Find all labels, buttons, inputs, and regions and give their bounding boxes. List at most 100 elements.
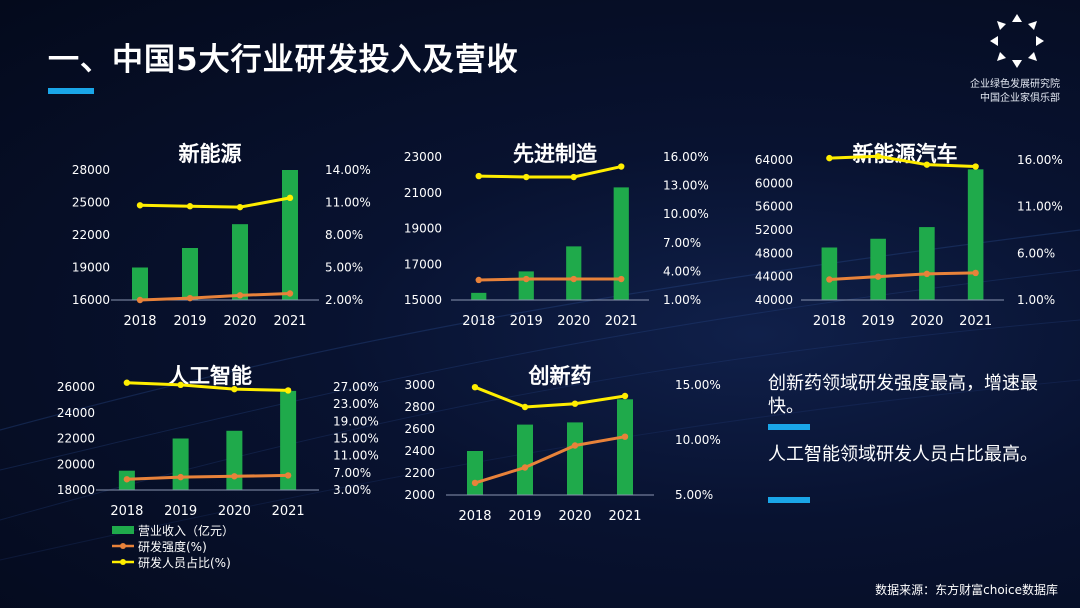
bar-2019 bbox=[182, 248, 198, 300]
x-tick-label-2018: 2018 bbox=[458, 509, 491, 524]
organization-line2: 中国企业家俱乐部 bbox=[980, 93, 1060, 104]
y-tick-label: 21000 bbox=[404, 186, 442, 200]
y-tick-label: 44000 bbox=[755, 270, 793, 284]
rd-staff-share-line bbox=[126, 381, 289, 392]
rd-staff-share-point-2021 bbox=[284, 387, 292, 394]
rd-intensity-point-2019 bbox=[523, 275, 530, 283]
rd-intensity-point-2021 bbox=[972, 269, 979, 277]
x-tick-label-2021: 2021 bbox=[608, 509, 641, 524]
chart-innovative-drugs: 创新药 2000 2200 2400 2600 2800 3000 5.00% 10.00% 15… bbox=[404, 364, 721, 524]
rd-staff-share-point-2018 bbox=[136, 202, 144, 209]
rd-intensity-point-2020 bbox=[570, 275, 577, 283]
legend-swatch-rd-staff bbox=[112, 559, 134, 565]
rd-intensity-point-2020 bbox=[571, 442, 579, 449]
y2-tick-label: 4.00% bbox=[663, 264, 701, 278]
y2-tick-label: 6.00% bbox=[1017, 246, 1055, 260]
y-tick-label: 26000 bbox=[57, 380, 95, 394]
rd-staff-share-point-2018 bbox=[475, 172, 482, 180]
page-title: 一、中国5大行业研发投入及营收 bbox=[48, 42, 519, 78]
y2-tick-label: 5.00% bbox=[325, 261, 363, 275]
rd-intensity-point-2021 bbox=[284, 472, 292, 479]
rd-intensity-point-2020 bbox=[231, 473, 238, 480]
rd-staff-share-line bbox=[139, 196, 291, 209]
rd-intensity-line bbox=[474, 435, 626, 485]
rd-intensity-line bbox=[126, 473, 289, 481]
y-tick-label: 17000 bbox=[404, 257, 442, 271]
rd-intensity-point-2018 bbox=[475, 276, 482, 284]
y2-tick-label: 10.00% bbox=[675, 433, 721, 447]
y-tick-label: 28000 bbox=[72, 163, 110, 177]
rd-staff-share-point-2019 bbox=[521, 403, 529, 411]
rd-intensity-point-2019 bbox=[177, 473, 184, 481]
y2-tick-label: 13.00% bbox=[663, 179, 709, 193]
x-tick-label-2018: 2018 bbox=[123, 314, 156, 329]
rd-staff-share-line bbox=[829, 154, 976, 169]
bar-2019 bbox=[518, 271, 534, 300]
y2-tick-label: 5.00% bbox=[675, 488, 713, 502]
legend-swatch-revenue bbox=[112, 526, 134, 534]
rd-intensity-point-2019 bbox=[874, 273, 882, 280]
logo-icon bbox=[990, 14, 1044, 68]
bar-2021 bbox=[280, 390, 297, 490]
bar-2020 bbox=[567, 422, 583, 495]
note-innovative-drugs: 创新药领域研发强度最高，增速最快。 bbox=[768, 373, 1038, 417]
rd-intensity-point-2020 bbox=[236, 292, 244, 299]
y2-tick-label: 14.00% bbox=[325, 163, 371, 177]
rd-intensity-point-2021 bbox=[286, 290, 294, 297]
y-tick-label: 56000 bbox=[755, 200, 793, 214]
chart-title: 先进制造 bbox=[513, 142, 598, 166]
y2-tick-label: 10.00% bbox=[663, 207, 709, 221]
y2-tick-label: 27.00% bbox=[333, 380, 379, 394]
chart-artificial-intelligence: 人工智能18000200002200024000260003.00%7.00%1… bbox=[57, 364, 379, 519]
organization-name: 企业绿色发展研究院 中国企业家俱乐部 bbox=[970, 78, 1060, 106]
y2-tick-label: 15.00% bbox=[333, 432, 379, 446]
x-tick-label-2018: 2018 bbox=[110, 504, 143, 519]
y-tick-label: 60000 bbox=[755, 176, 793, 190]
rd-intensity-point-2018 bbox=[826, 276, 833, 283]
y2-tick-label: 2.00% bbox=[325, 293, 363, 307]
x-tick-label-2021: 2021 bbox=[273, 314, 306, 329]
x-tick-label-2021: 2021 bbox=[272, 504, 305, 519]
bar-2021 bbox=[617, 399, 633, 495]
organization-line1: 企业绿色发展研究院 bbox=[970, 79, 1060, 90]
rd-intensity-point-2021 bbox=[618, 275, 625, 283]
x-tick-label-2019: 2019 bbox=[510, 314, 543, 329]
x-tick-label-2019: 2019 bbox=[164, 504, 197, 519]
bar-2020 bbox=[919, 227, 935, 300]
rd-staff-share-point-2021 bbox=[621, 392, 629, 400]
rd-staff-share-point-2020 bbox=[570, 173, 577, 181]
y-tick-label: 40000 bbox=[755, 293, 793, 307]
rd-intensity-line bbox=[478, 277, 622, 282]
y-tick-label: 52000 bbox=[755, 223, 793, 237]
rd-staff-share-point-2019 bbox=[523, 173, 530, 181]
chart-advanced-manufacturing: 先进制造 15000 17000 19000 21000 23000 1.00% 4.00% 7… bbox=[404, 142, 709, 329]
bar-2021 bbox=[613, 187, 629, 300]
chart-new-energy: 新能源 16000 19000 22000 25000 28000 2.00% 5.00% 8.… bbox=[72, 142, 371, 329]
y-tick-label: 24000 bbox=[57, 406, 95, 420]
y-tick-label: 19000 bbox=[404, 222, 442, 236]
x-tick-label-2020: 2020 bbox=[218, 504, 251, 519]
note-artificial-intelligence: 人工智能领域研发人员占比最高。 bbox=[768, 444, 1038, 465]
y2-tick-label: 1.00% bbox=[1017, 293, 1055, 307]
rd-intensity-point-2019 bbox=[186, 294, 194, 302]
y2-tick-label: 8.00% bbox=[325, 228, 363, 242]
y-tick-label: 3000 bbox=[404, 378, 435, 392]
rd-intensity-point-2019 bbox=[521, 464, 529, 471]
rd-intensity-point-2020 bbox=[923, 270, 931, 278]
rd-staff-share-point-2021 bbox=[286, 194, 294, 202]
y-tick-label: 20000 bbox=[57, 457, 95, 471]
y2-tick-label: 11.00% bbox=[333, 449, 379, 463]
bar-2019 bbox=[172, 438, 189, 490]
x-tick-label-2018: 2018 bbox=[813, 314, 846, 329]
rd-staff-share-point-2018 bbox=[123, 379, 131, 386]
y-tick-label: 2200 bbox=[404, 466, 435, 480]
bar-2019 bbox=[870, 238, 886, 300]
y2-tick-label: 7.00% bbox=[333, 466, 371, 480]
x-tick-label-2020: 2020 bbox=[910, 314, 943, 329]
y2-tick-label: 3.00% bbox=[333, 483, 371, 497]
rd-staff-share-line bbox=[474, 385, 626, 409]
rd-staff-share-point-2020 bbox=[236, 203, 244, 211]
y-tick-label: 18000 bbox=[57, 483, 95, 497]
bar-2018 bbox=[471, 292, 487, 300]
